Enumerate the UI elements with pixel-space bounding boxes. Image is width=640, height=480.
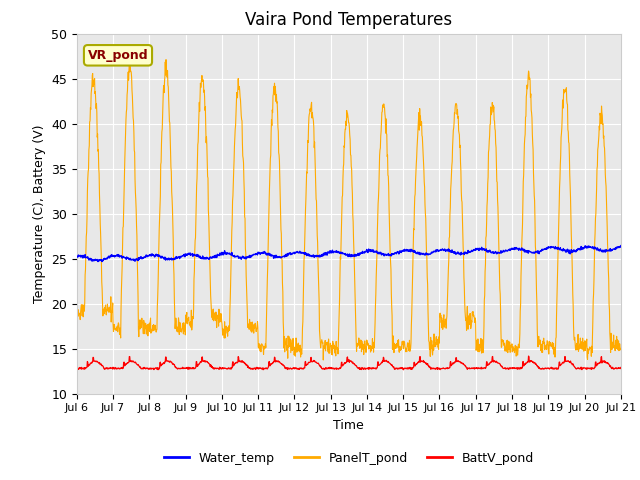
Title: Vaira Pond Temperatures: Vaira Pond Temperatures — [245, 11, 452, 29]
X-axis label: Time: Time — [333, 419, 364, 432]
Y-axis label: Temperature (C), Battery (V): Temperature (C), Battery (V) — [33, 124, 45, 303]
Legend: Water_temp, PanelT_pond, BattV_pond: Water_temp, PanelT_pond, BattV_pond — [159, 447, 539, 469]
Text: VR_pond: VR_pond — [88, 49, 148, 62]
